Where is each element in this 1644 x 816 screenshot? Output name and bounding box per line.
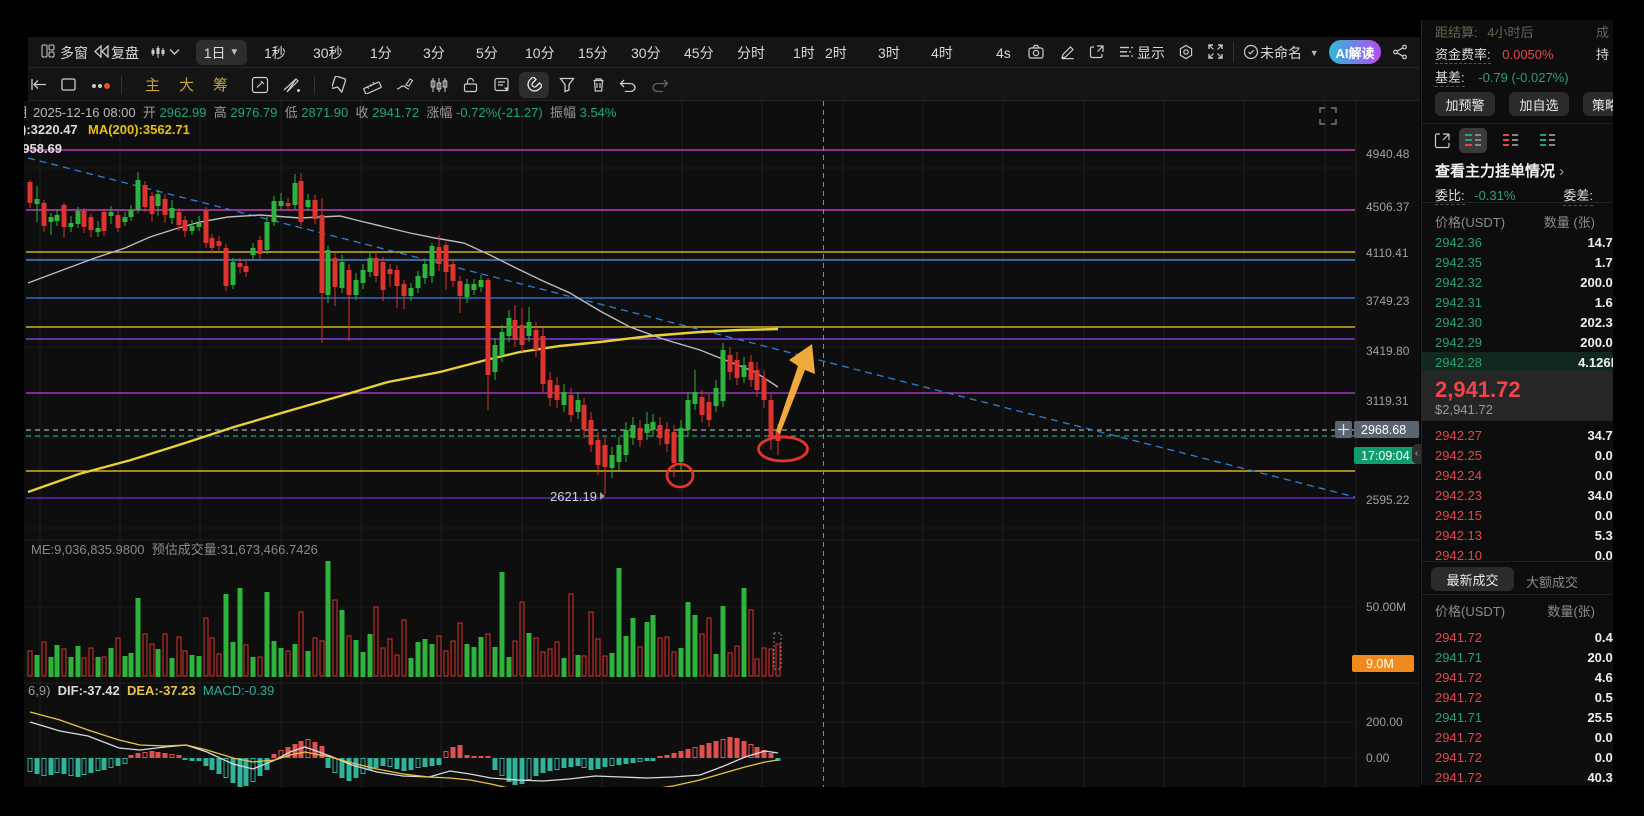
svg-text:):3220.47: ):3220.47 [22, 122, 78, 137]
svg-text:4940.48: 4940.48 [1366, 147, 1410, 161]
svg-text:3419.80: 3419.80 [1366, 344, 1410, 358]
svg-text:2595.22: 2595.22 [1366, 493, 1410, 507]
svg-text:0.00: 0.00 [1366, 751, 1390, 765]
svg-text:2621.19: 2621.19 [550, 489, 597, 504]
svg-text:50.00M: 50.00M [1366, 600, 1406, 614]
svg-text:4110.41: 4110.41 [1366, 246, 1409, 260]
svg-text:9.0M: 9.0M [1366, 657, 1394, 671]
svg-text:ME:9,036,835.9800 预估成交量:31,67: ME:9,036,835.9800 预估成交量:31,673,466.7426 [31, 542, 318, 557]
svg-text:2968.68: 2968.68 [1361, 423, 1406, 437]
svg-text:3749.23: 3749.23 [1366, 294, 1410, 308]
svg-text:3119.31: 3119.31 [1366, 394, 1409, 408]
svg-text:17:09:04: 17:09:04 [1361, 449, 1410, 463]
svg-text:MA(200):3562.71: MA(200):3562.71 [88, 122, 190, 137]
svg-text:2025-12-16 08:00 开 2962.99 高: 2025-12-16 08:00 开 2962.99 高 2976.79 低 2… [33, 105, 617, 120]
svg-text:4506.37: 4506.37 [1366, 200, 1410, 214]
svg-text:6,9) DIF:-37.42 DEA:-37.23: 6,9) DIF:-37.42 DEA:-37.23 MACD:-0.39 [28, 683, 274, 698]
svg-text:4958.69: 4958.69 [15, 141, 62, 156]
svg-text:200.00: 200.00 [1366, 715, 1403, 729]
